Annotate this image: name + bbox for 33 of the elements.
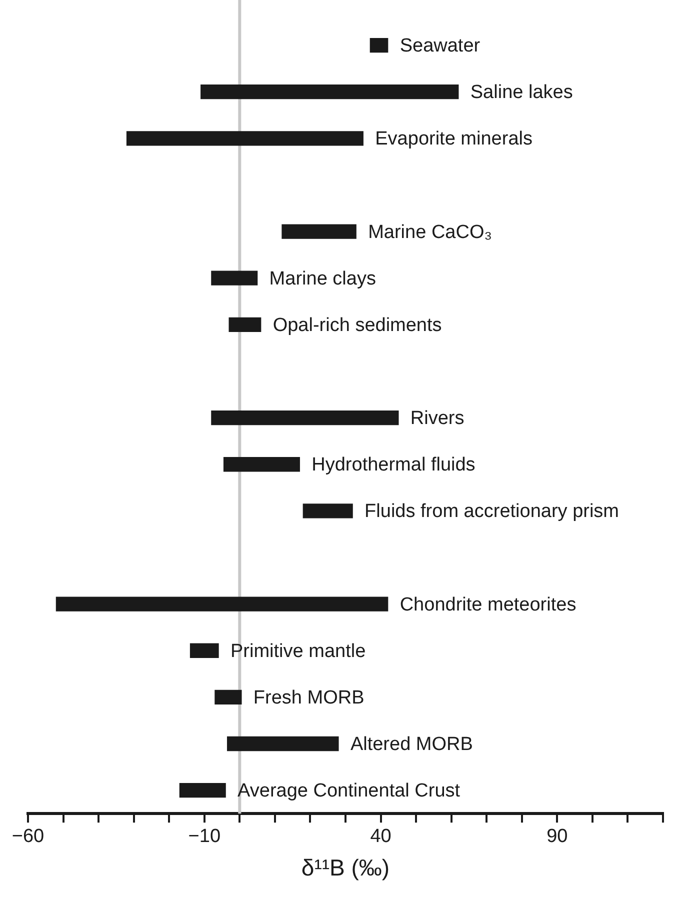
y-tick-label: Seawater	[400, 36, 481, 57]
y-tick-label: Marine CaCO₃	[368, 222, 492, 243]
x-tick-label: 90	[546, 826, 568, 848]
y-tick-label: Primitive mantle	[230, 640, 366, 662]
bar	[179, 782, 226, 798]
y-tick-label: Fresh MORB	[253, 687, 364, 708]
y-tick-label: Hydrothermal fluids	[312, 454, 476, 476]
bar	[56, 596, 388, 612]
x-tick-label: −10	[188, 826, 221, 848]
bar	[190, 643, 219, 658]
bar	[211, 410, 399, 426]
bar	[228, 317, 262, 332]
y-tick-label: Marine clays	[269, 268, 376, 290]
bar	[226, 736, 339, 752]
y-tick-label: Saline lakes	[470, 82, 573, 104]
bar	[302, 504, 353, 518]
bar	[370, 38, 388, 53]
bar	[200, 84, 459, 100]
y-tick-label: Average Continental Crust	[238, 780, 461, 802]
bar	[211, 270, 258, 286]
x-tick-label: 40	[370, 826, 392, 848]
bar	[282, 224, 356, 239]
bar	[214, 690, 242, 705]
y-tick-label: Altered MORB	[350, 734, 473, 755]
x-tick-label: −60	[12, 826, 44, 848]
y-tick-label: Rivers	[410, 408, 464, 430]
bar	[223, 457, 300, 472]
y-tick-label: Evaporite minerals	[375, 128, 532, 150]
y-tick-label: Fluids from accretionary prism	[364, 501, 620, 522]
y-tick-label: Chondrite meteorites	[400, 594, 576, 616]
x-axis-title: δ¹¹B (‰)	[301, 854, 390, 881]
y-tick-label: Opal-rich sediments	[272, 314, 442, 336]
bar	[126, 131, 364, 146]
